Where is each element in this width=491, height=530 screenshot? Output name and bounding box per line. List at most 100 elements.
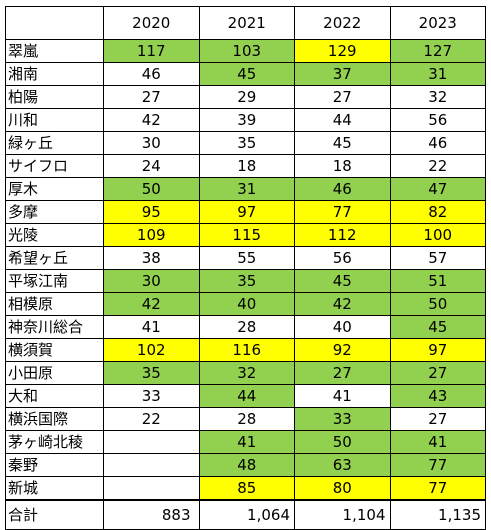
total-row: 合計 883 1,064 1,104 1,135 bbox=[5, 499, 486, 530]
count-cell: 40 bbox=[294, 315, 391, 339]
count-cell: 33 bbox=[103, 384, 200, 408]
table-row: 神奈川総合 41 28 40 45 bbox=[5, 315, 486, 339]
count-cell: 44 bbox=[198, 384, 295, 408]
year-header: 2021 bbox=[198, 6, 295, 40]
school-name-cell: 大和 bbox=[5, 384, 104, 408]
count-cell: 129 bbox=[294, 39, 391, 63]
count-cell: 46 bbox=[389, 131, 486, 155]
school-name-cell: 湘南 bbox=[5, 62, 104, 86]
count-cell: 109 bbox=[103, 223, 200, 247]
school-name-cell: 光陵 bbox=[5, 223, 104, 247]
year-header: 2020 bbox=[103, 6, 200, 40]
total-value: 1,064 bbox=[198, 499, 295, 530]
count-cell: 45 bbox=[389, 315, 486, 339]
school-name-cell: 神奈川総合 bbox=[5, 315, 104, 339]
count-cell: 97 bbox=[198, 200, 295, 224]
count-cell: 18 bbox=[198, 154, 295, 178]
school-count-table: 2020 2021 2022 2023 翠嵐 117 103 129 127 湘南 46 45… bbox=[5, 6, 486, 530]
count-cell: 27 bbox=[389, 407, 486, 431]
count-cell: 50 bbox=[389, 292, 486, 316]
count-cell: 95 bbox=[103, 200, 200, 224]
count-cell: 85 bbox=[198, 476, 295, 501]
table-row: 大和 33 44 41 43 bbox=[5, 384, 486, 408]
count-cell: 55 bbox=[198, 246, 295, 270]
count-cell: 50 bbox=[103, 177, 200, 201]
count-cell: 51 bbox=[389, 269, 486, 293]
count-cell: 115 bbox=[198, 223, 295, 247]
count-cell: 30 bbox=[103, 131, 200, 155]
count-cell: 27 bbox=[103, 85, 200, 109]
table-row: 平塚江南 30 35 45 51 bbox=[5, 269, 486, 293]
school-name-cell: 柏陽 bbox=[5, 85, 104, 109]
table-row: 柏陽 27 29 27 32 bbox=[5, 85, 486, 109]
school-name-cell: 相模原 bbox=[5, 292, 104, 316]
count-cell: 46 bbox=[103, 62, 200, 86]
count-cell: 27 bbox=[294, 85, 391, 109]
count-cell: 116 bbox=[198, 338, 295, 362]
school-name-cell: 多摩 bbox=[5, 200, 104, 224]
table-row: 相模原 42 40 42 50 bbox=[5, 292, 486, 316]
count-cell: 32 bbox=[198, 361, 295, 385]
count-cell: 35 bbox=[198, 269, 295, 293]
count-cell: 28 bbox=[198, 315, 295, 339]
school-name-cell: 横須賀 bbox=[5, 338, 104, 362]
count-cell: 41 bbox=[198, 430, 295, 454]
count-cell: 92 bbox=[294, 338, 391, 362]
school-name-cell: 茅ヶ崎北稜 bbox=[5, 430, 104, 454]
table-body: 翠嵐 117 103 129 127 湘南 46 45 37 31 柏陽 27 29 27 32 川和 42 39… bbox=[5, 39, 486, 501]
count-cell: 40 bbox=[198, 292, 295, 316]
count-cell: 46 bbox=[294, 177, 391, 201]
count-cell: 18 bbox=[294, 154, 391, 178]
count-cell: 43 bbox=[389, 384, 486, 408]
count-cell: 45 bbox=[198, 62, 295, 86]
count-cell bbox=[103, 476, 200, 501]
count-cell: 24 bbox=[103, 154, 200, 178]
school-name-cell: 翠嵐 bbox=[5, 39, 104, 63]
count-cell: 41 bbox=[389, 430, 486, 454]
count-cell: 47 bbox=[389, 177, 486, 201]
count-cell: 39 bbox=[198, 108, 295, 132]
count-cell: 30 bbox=[103, 269, 200, 293]
table-row: 光陵 109 115 112 100 bbox=[5, 223, 486, 247]
count-cell: 112 bbox=[294, 223, 391, 247]
table-row: 希望ヶ丘 38 55 56 57 bbox=[5, 246, 486, 270]
count-cell: 80 bbox=[294, 476, 391, 501]
count-cell: 48 bbox=[198, 453, 295, 477]
count-cell: 45 bbox=[294, 269, 391, 293]
count-cell: 77 bbox=[294, 200, 391, 224]
count-cell: 127 bbox=[389, 39, 486, 63]
count-cell bbox=[103, 430, 200, 454]
table-row: 横須賀 102 116 92 97 bbox=[5, 338, 486, 362]
total-value: 1,135 bbox=[389, 499, 486, 530]
table-row: サイフロ 24 18 18 22 bbox=[5, 154, 486, 178]
table-row: 横浜国際 22 28 33 27 bbox=[5, 407, 486, 431]
count-cell: 35 bbox=[103, 361, 200, 385]
count-cell: 42 bbox=[294, 292, 391, 316]
count-cell: 31 bbox=[198, 177, 295, 201]
school-name-cell: 秦野 bbox=[5, 453, 104, 477]
table-row: 秦野 48 63 77 bbox=[5, 453, 486, 477]
count-cell: 32 bbox=[389, 85, 486, 109]
school-name-cell: 厚木 bbox=[5, 177, 104, 201]
count-cell: 27 bbox=[294, 361, 391, 385]
count-cell: 57 bbox=[389, 246, 486, 270]
count-cell: 41 bbox=[103, 315, 200, 339]
school-name-cell: 横浜国際 bbox=[5, 407, 104, 431]
school-name-cell: サイフロ bbox=[5, 154, 104, 178]
count-cell: 35 bbox=[198, 131, 295, 155]
count-cell: 42 bbox=[103, 108, 200, 132]
school-name-cell: 希望ヶ丘 bbox=[5, 246, 104, 270]
year-header: 2023 bbox=[389, 6, 486, 40]
count-cell: 22 bbox=[103, 407, 200, 431]
count-cell: 103 bbox=[198, 39, 295, 63]
count-cell: 29 bbox=[198, 85, 295, 109]
count-cell: 37 bbox=[294, 62, 391, 86]
count-cell: 45 bbox=[294, 131, 391, 155]
table-row: 翠嵐 117 103 129 127 bbox=[5, 39, 486, 63]
count-cell: 56 bbox=[294, 246, 391, 270]
count-cell: 22 bbox=[389, 154, 486, 178]
count-cell: 102 bbox=[103, 338, 200, 362]
count-cell: 38 bbox=[103, 246, 200, 270]
table-row: 厚木 50 31 46 47 bbox=[5, 177, 486, 201]
header-row: 2020 2021 2022 2023 bbox=[5, 6, 486, 40]
